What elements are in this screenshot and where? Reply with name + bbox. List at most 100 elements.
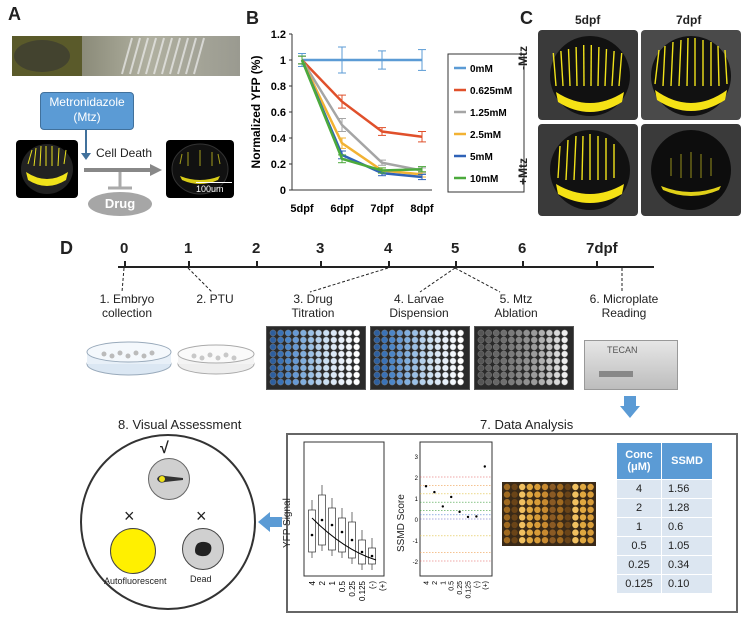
plate-well (492, 350, 500, 358)
plate-well (500, 357, 508, 365)
dead-larva-icon (195, 541, 212, 557)
plate-well (515, 364, 523, 372)
plate-well (426, 350, 434, 358)
plate-well (388, 343, 396, 351)
plate-well (300, 371, 307, 379)
scale-bar (196, 182, 232, 183)
plate-well (579, 483, 587, 491)
plate-well (419, 329, 426, 337)
plate-well (526, 491, 533, 498)
plate-well (485, 329, 492, 337)
timeline-tick-label: 7dpf (586, 240, 618, 257)
plate-well (457, 364, 464, 372)
timeline-tick (522, 261, 524, 268)
plate-well (572, 537, 579, 544)
plate-well (434, 336, 442, 344)
plate-well (557, 521, 564, 529)
plate-well (526, 483, 533, 491)
plate-well (579, 491, 587, 498)
plate-well (457, 343, 464, 351)
plate-well (373, 336, 381, 344)
table-row: 0.25 0.34 (616, 555, 713, 575)
plate-well (426, 336, 434, 344)
visual-assessment-circle (80, 434, 256, 610)
plate-well (373, 364, 381, 372)
plate-well (426, 364, 434, 372)
plate-well (388, 364, 396, 372)
plate-well (353, 378, 360, 386)
plate-well (553, 336, 561, 344)
y-tick-label: 0.8 (271, 81, 286, 93)
ssmd-point (483, 465, 486, 468)
plate-well (511, 491, 518, 498)
plate-well (442, 329, 449, 337)
timeline-tick (596, 261, 598, 268)
plate-well (449, 371, 457, 379)
plate-well (442, 378, 449, 386)
ssmd-point (466, 515, 470, 519)
plate-well (515, 336, 523, 344)
line-chart: 0 0.2 0.4 0.6 0.8 1 1.2 5dpf 6dpf 7dpf 8dpf Normali… (249, 29, 525, 215)
plate-well (564, 537, 571, 544)
plate-well (553, 343, 561, 351)
plate-well (449, 357, 457, 365)
timeline-connectors (121, 267, 623, 293)
plate-well (277, 364, 284, 372)
step-6-line2: Reading (601, 306, 647, 320)
plate-well (338, 343, 345, 351)
plate-well (538, 357, 546, 365)
plate-well (307, 357, 315, 365)
plate-well (541, 529, 549, 536)
plate-well (307, 329, 315, 337)
plate-well (541, 537, 549, 544)
plate-well (396, 350, 404, 358)
microplate-reader: TECAN (584, 340, 678, 390)
plate-well (534, 514, 541, 521)
plate-well (277, 357, 284, 365)
ssmd-ylabel: SSMD Score (396, 494, 407, 552)
plate-well (553, 371, 561, 379)
panel-d-letter: D (60, 238, 73, 258)
ssmd-x-label: (+) (482, 581, 489, 590)
plate-well (485, 350, 492, 358)
plate-well (322, 336, 330, 344)
plate-well (434, 378, 442, 386)
plate-well (530, 357, 538, 365)
plate-well (315, 343, 322, 351)
plate-well (492, 357, 500, 365)
plate-well (523, 364, 530, 372)
plate-well (419, 371, 426, 379)
legend-box (447, 53, 525, 193)
plate-well (561, 371, 568, 379)
zebrafish-larva-image (12, 36, 240, 76)
plate-well (579, 521, 587, 529)
plate-well (373, 378, 381, 386)
box-x-label: (+) (378, 581, 387, 591)
plate-well (530, 371, 538, 379)
plate-well (284, 329, 292, 337)
plate-well (404, 343, 411, 351)
eye-ray (567, 48, 571, 87)
table-row: 0.125 0.10 (616, 574, 713, 594)
plate-well (515, 371, 523, 379)
dead-label: Dead (190, 574, 212, 584)
plate-well (561, 329, 568, 337)
plate-well (300, 336, 307, 344)
plate-well (515, 350, 523, 358)
table-row: 2 1.28 (616, 498, 713, 518)
plate-well (315, 378, 322, 386)
legend-label: 0mM (470, 64, 493, 75)
plate-well (457, 336, 464, 344)
plate-well (511, 514, 518, 521)
good-larva-well (148, 458, 190, 500)
plate-well (381, 357, 388, 365)
x-tick-label: 5dpf (290, 203, 314, 215)
plate-well (546, 350, 553, 358)
ssmd-y-tick: -1 (413, 539, 419, 545)
plate-well (449, 378, 457, 386)
eye-after-image (166, 140, 234, 198)
plate-well (519, 506, 526, 513)
plate-well (307, 371, 315, 379)
plate-well (269, 336, 277, 344)
